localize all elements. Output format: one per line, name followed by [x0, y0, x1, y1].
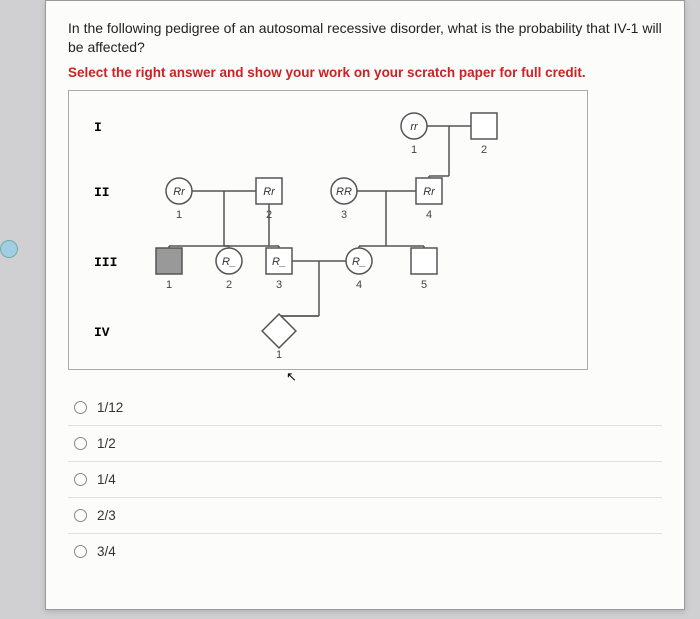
option-5[interactable]: 3/4: [68, 534, 662, 569]
option-3[interactable]: 1/4: [68, 462, 662, 498]
radio-icon: [74, 545, 87, 558]
svg-text:2: 2: [266, 209, 272, 221]
radio-icon: [74, 509, 87, 522]
svg-text:3: 3: [341, 209, 347, 221]
svg-text:RR: RR: [336, 186, 352, 198]
pedigree-diagram: IIIIIIIVrr12Rr1Rr2RR3Rr41R_2R_3R_451: [68, 90, 588, 370]
radio-icon: [74, 401, 87, 414]
svg-text:1: 1: [276, 349, 282, 361]
option-label: 2/3: [97, 508, 116, 523]
svg-text:Rr: Rr: [423, 186, 436, 198]
svg-text:4: 4: [426, 209, 432, 221]
cursor-icon: ↖: [286, 369, 297, 385]
svg-text:I: I: [94, 120, 102, 135]
question-prompt: In the following pedigree of an autosoma…: [68, 19, 662, 57]
svg-text:1: 1: [411, 144, 417, 156]
svg-text:3: 3: [276, 279, 282, 291]
svg-text:Rr: Rr: [173, 186, 186, 198]
svg-text:R_: R_: [272, 256, 286, 268]
radio-icon: [74, 437, 87, 450]
question-card: In the following pedigree of an autosoma…: [45, 0, 685, 610]
svg-text:II: II: [94, 185, 110, 200]
svg-text:IV: IV: [94, 325, 110, 340]
svg-text:R_: R_: [352, 256, 366, 268]
option-label: 1/4: [97, 472, 116, 487]
option-label: 3/4: [97, 544, 116, 559]
svg-text:1: 1: [166, 279, 172, 291]
option-1[interactable]: 1/12: [68, 390, 662, 426]
option-label: 1/12: [97, 400, 123, 415]
svg-text:5: 5: [421, 279, 427, 291]
option-2[interactable]: 1/2: [68, 426, 662, 462]
left-page-indicator: [0, 240, 18, 258]
option-4[interactable]: 2/3: [68, 498, 662, 534]
pedigree-svg: IIIIIIIVrr12Rr1Rr2RR3Rr41R_2R_3R_451: [69, 91, 589, 371]
option-label: 1/2: [97, 436, 116, 451]
svg-text:4: 4: [356, 279, 362, 291]
svg-text:III: III: [94, 255, 117, 270]
svg-text:Rr: Rr: [263, 186, 276, 198]
question-instruction: Select the right answer and show your wo…: [68, 65, 662, 80]
radio-icon: [74, 473, 87, 486]
svg-text:2: 2: [226, 279, 232, 291]
svg-text:R_: R_: [222, 256, 236, 268]
svg-text:2: 2: [481, 144, 487, 156]
answer-options: 1/12 1/2 1/4 2/3 3/4: [68, 390, 662, 569]
svg-text:1: 1: [176, 209, 182, 221]
